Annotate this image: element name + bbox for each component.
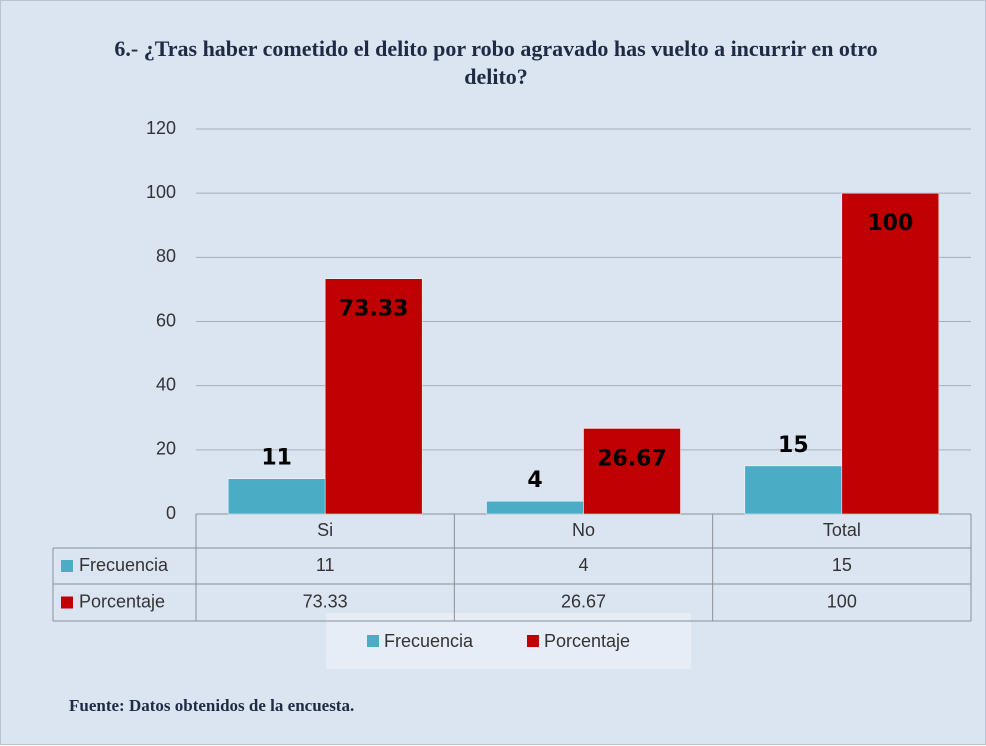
data-label: 15 — [778, 433, 809, 458]
y-tick-label: 0 — [166, 503, 176, 523]
bar — [227, 478, 326, 515]
data-label: 100 — [867, 211, 913, 236]
table-cell: 26.67 — [561, 591, 606, 611]
bar — [486, 500, 584, 515]
source-note: Fuente: Datos obtenidos de la encuesta. — [69, 696, 355, 715]
table-cell: 15 — [832, 555, 852, 575]
x-tick-label: Si — [317, 520, 333, 540]
table-cell: 73.33 — [303, 591, 348, 611]
table-row-label: Frecuencia — [79, 555, 169, 575]
legend-label: Porcentaje — [544, 631, 630, 651]
y-tick-label: 80 — [156, 246, 176, 266]
x-tick-label: No — [572, 520, 595, 540]
y-tick-label: 40 — [156, 374, 176, 394]
data-label: 11 — [261, 446, 292, 471]
y-tick-label: 100 — [146, 182, 176, 202]
bar — [744, 465, 843, 515]
y-tick-label: 20 — [156, 439, 176, 459]
table-row-label: Porcentaje — [79, 591, 165, 611]
legend-key — [527, 635, 539, 647]
x-tick-label: Total — [823, 520, 861, 540]
data-label: 4 — [527, 468, 542, 493]
bar — [324, 278, 423, 515]
legend-label: Frecuencia — [384, 631, 474, 651]
y-tick-label: 120 — [146, 118, 176, 138]
bar — [841, 192, 940, 515]
table-cell: 100 — [827, 591, 857, 611]
table-legend-key — [61, 596, 73, 609]
data-label: 73.33 — [339, 297, 409, 322]
y-tick-label: 60 — [156, 310, 176, 330]
table-cell: 11 — [316, 555, 335, 575]
legend-key — [367, 635, 379, 647]
chart-title: 6.- ¿Tras haber cometido el delito por r… — [114, 36, 878, 89]
table-legend-key — [61, 560, 73, 572]
data-label: 26.67 — [597, 446, 667, 471]
table-cell: 4 — [578, 555, 588, 575]
bar — [583, 428, 681, 515]
legend-box — [326, 613, 691, 669]
